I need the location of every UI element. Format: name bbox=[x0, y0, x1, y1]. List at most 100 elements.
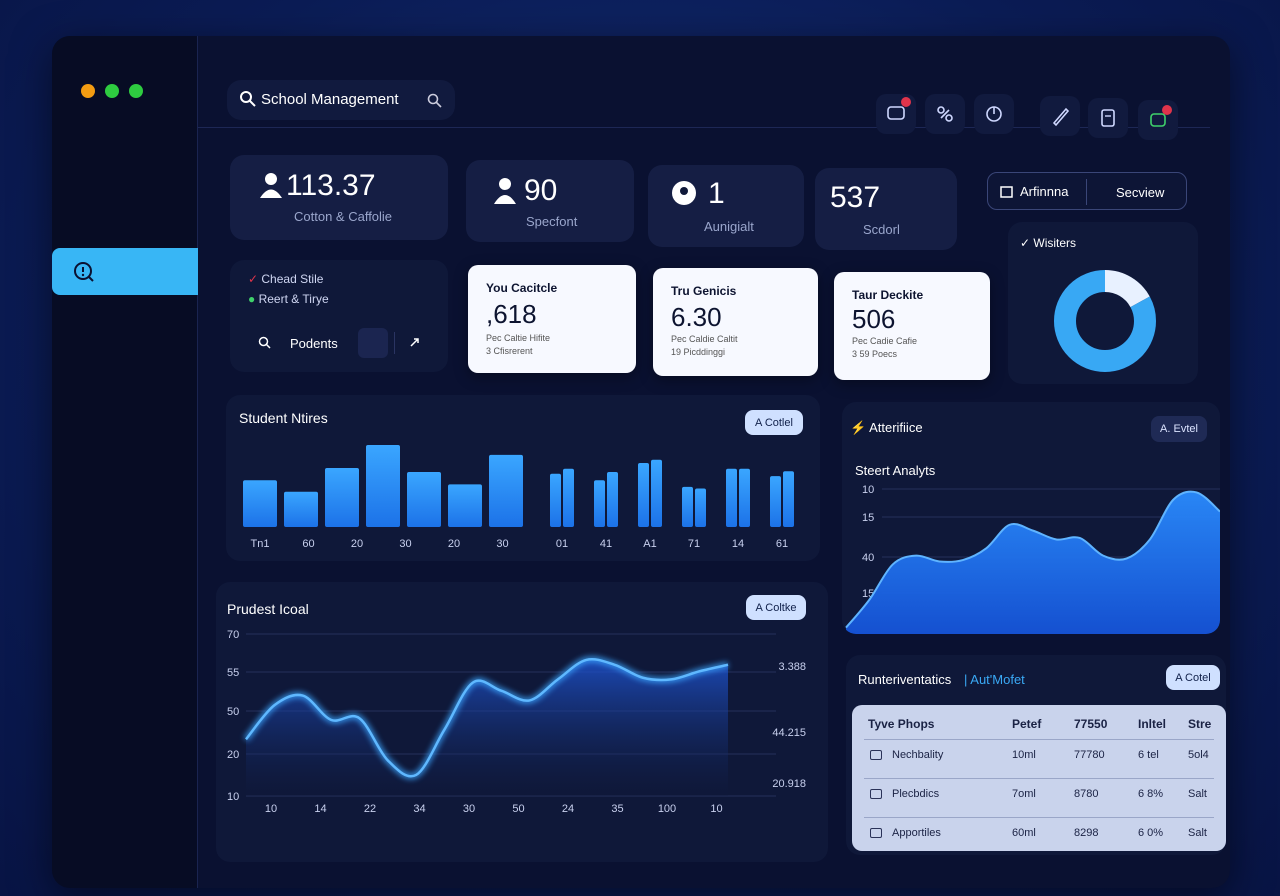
search-icon bbox=[427, 93, 442, 108]
x-label: 01 bbox=[556, 538, 568, 550]
stat-label: Aunigialt bbox=[704, 219, 754, 234]
stat-label: Specfont bbox=[526, 214, 578, 229]
x-label: 61 bbox=[776, 538, 788, 550]
line-area bbox=[246, 659, 728, 796]
icon-button[interactable] bbox=[925, 94, 965, 134]
card-line: 19 Picddinggi bbox=[671, 347, 726, 357]
x-label: 60 bbox=[302, 538, 314, 550]
stat-value: 113.37 bbox=[286, 169, 376, 202]
right-label: 20.918 bbox=[772, 778, 806, 790]
quick-item[interactable]: ● Reert & Tirye bbox=[248, 292, 329, 306]
user-icon bbox=[672, 181, 696, 205]
stat-card: 113.37 Cotton & Caffolie bbox=[230, 155, 448, 240]
panel-link-text: Aut'Mofet bbox=[970, 672, 1025, 687]
row-divider bbox=[864, 778, 1214, 779]
stat-label: Scdorl bbox=[863, 222, 900, 237]
y-label: 10 bbox=[862, 484, 874, 496]
bar-panel: Student Ntires A Cotlel Tn1 60 20 30 20 30 01 4… bbox=[226, 395, 820, 561]
table-cell: Apportiles bbox=[892, 827, 941, 839]
tab[interactable]: Arfinnna bbox=[1020, 184, 1069, 199]
visitors-panel: ✓ Wisiters bbox=[1008, 222, 1198, 384]
row-divider bbox=[864, 817, 1214, 818]
icon-button[interactable] bbox=[1040, 96, 1080, 136]
quick-item[interactable]: ✓ Chead Stile bbox=[248, 272, 324, 286]
x-label: 14 bbox=[314, 803, 326, 815]
y-label: 40 bbox=[862, 552, 874, 564]
bar bbox=[366, 445, 400, 527]
card-title: Taur Deckite bbox=[852, 288, 924, 302]
table-cell: 10ml bbox=[1012, 749, 1036, 761]
x-label: 20 bbox=[351, 538, 363, 550]
line-chart: 70 55 50 20 10 3.388 44.215 20.918 10 14 22 34 30 50 2… bbox=[227, 629, 806, 815]
panel-title: Runteriventatics bbox=[858, 672, 952, 687]
bar bbox=[682, 486, 693, 527]
quick-search[interactable]: Podents bbox=[290, 336, 338, 351]
bar bbox=[726, 468, 737, 527]
bar bbox=[243, 480, 277, 527]
panel-button[interactable]: A Cotel bbox=[1166, 665, 1220, 690]
panel-button[interactable]: A Cotlel bbox=[745, 410, 803, 435]
table-cell: Salt bbox=[1188, 827, 1207, 839]
right-label: 3.388 bbox=[778, 661, 806, 673]
info-icon bbox=[74, 262, 94, 282]
table-cell: Plecbdics bbox=[892, 788, 940, 800]
table-cell: 8780 bbox=[1074, 788, 1099, 800]
icon-button[interactable] bbox=[974, 94, 1014, 134]
x-label: 30 bbox=[463, 803, 475, 815]
icon-button[interactable] bbox=[876, 94, 916, 134]
summary-card: You Cacitcle ,618 Pec Caltie Hifite 3 Cf… bbox=[468, 265, 636, 373]
panel-title-text: Atterifiice bbox=[869, 420, 923, 435]
bar bbox=[638, 463, 649, 527]
panel-button[interactable]: A Coltke bbox=[746, 595, 806, 620]
icon-button[interactable] bbox=[358, 328, 388, 358]
y-label: 10 bbox=[227, 791, 239, 803]
y-label: 50 bbox=[227, 706, 239, 718]
icon-button[interactable] bbox=[1138, 100, 1178, 140]
chart-subtitle: Steert Analyts bbox=[855, 463, 936, 478]
x-label: 24 bbox=[562, 803, 574, 815]
stat-label: Cotton & Caffolie bbox=[294, 209, 393, 224]
table-cell: 7oml bbox=[1012, 788, 1036, 800]
x-label: 10 bbox=[265, 803, 277, 815]
table-cell: 60ml bbox=[1012, 827, 1036, 839]
card-value: 506 bbox=[852, 304, 896, 334]
y-label: 20 bbox=[227, 749, 239, 761]
sidebar-active-item[interactable] bbox=[52, 248, 198, 295]
x-label: 50 bbox=[512, 803, 524, 815]
x-label: 30 bbox=[496, 538, 508, 550]
bar-chart: Tn1 60 20 30 20 30 01 41 A1 71 14 61 bbox=[243, 445, 794, 550]
bar bbox=[594, 480, 605, 527]
dot bbox=[129, 84, 143, 98]
panel-button[interactable]: A. Evtel bbox=[1151, 416, 1207, 442]
bar bbox=[489, 454, 523, 527]
search-box[interactable]: School Management bbox=[227, 80, 455, 120]
table-header: Inltel bbox=[1138, 717, 1167, 731]
bar bbox=[783, 471, 794, 527]
panel-link[interactable]: | Aut'Mofet bbox=[964, 672, 1025, 687]
bar bbox=[651, 459, 662, 527]
tab[interactable]: Secview bbox=[1116, 185, 1165, 200]
window-controls bbox=[81, 84, 143, 98]
panel-title: ✓ Wisiters bbox=[1020, 236, 1077, 250]
panel-title: Student Ntires bbox=[239, 410, 328, 426]
stat-card: 1 Aunigialt bbox=[648, 165, 804, 247]
row-icon bbox=[870, 789, 882, 799]
table-cell: 6 0% bbox=[1138, 827, 1164, 839]
header-divider bbox=[198, 127, 1210, 128]
sidebar bbox=[52, 36, 198, 888]
panel-title-text: Wisiters bbox=[1033, 236, 1077, 250]
summary-card: Tru Genicis 6.30 Pec Caldie Caltit 19 Pi… bbox=[653, 268, 818, 376]
area-panel: ⚡ Atterifiice A. Evtel Steert Analyts 10… bbox=[842, 402, 1220, 634]
x-label: 10 bbox=[710, 803, 722, 815]
icon-button[interactable] bbox=[1088, 98, 1128, 138]
x-label: 30 bbox=[399, 538, 411, 550]
x-label: 100 bbox=[658, 803, 676, 815]
table-cell: 5ol4 bbox=[1188, 749, 1209, 761]
search-text: School Management bbox=[261, 91, 399, 108]
bar bbox=[739, 468, 750, 527]
x-label: 20 bbox=[448, 538, 460, 550]
bar bbox=[563, 468, 574, 527]
table-header: Stre bbox=[1188, 717, 1212, 731]
card-line: 3 Cfisrerent bbox=[486, 346, 533, 356]
